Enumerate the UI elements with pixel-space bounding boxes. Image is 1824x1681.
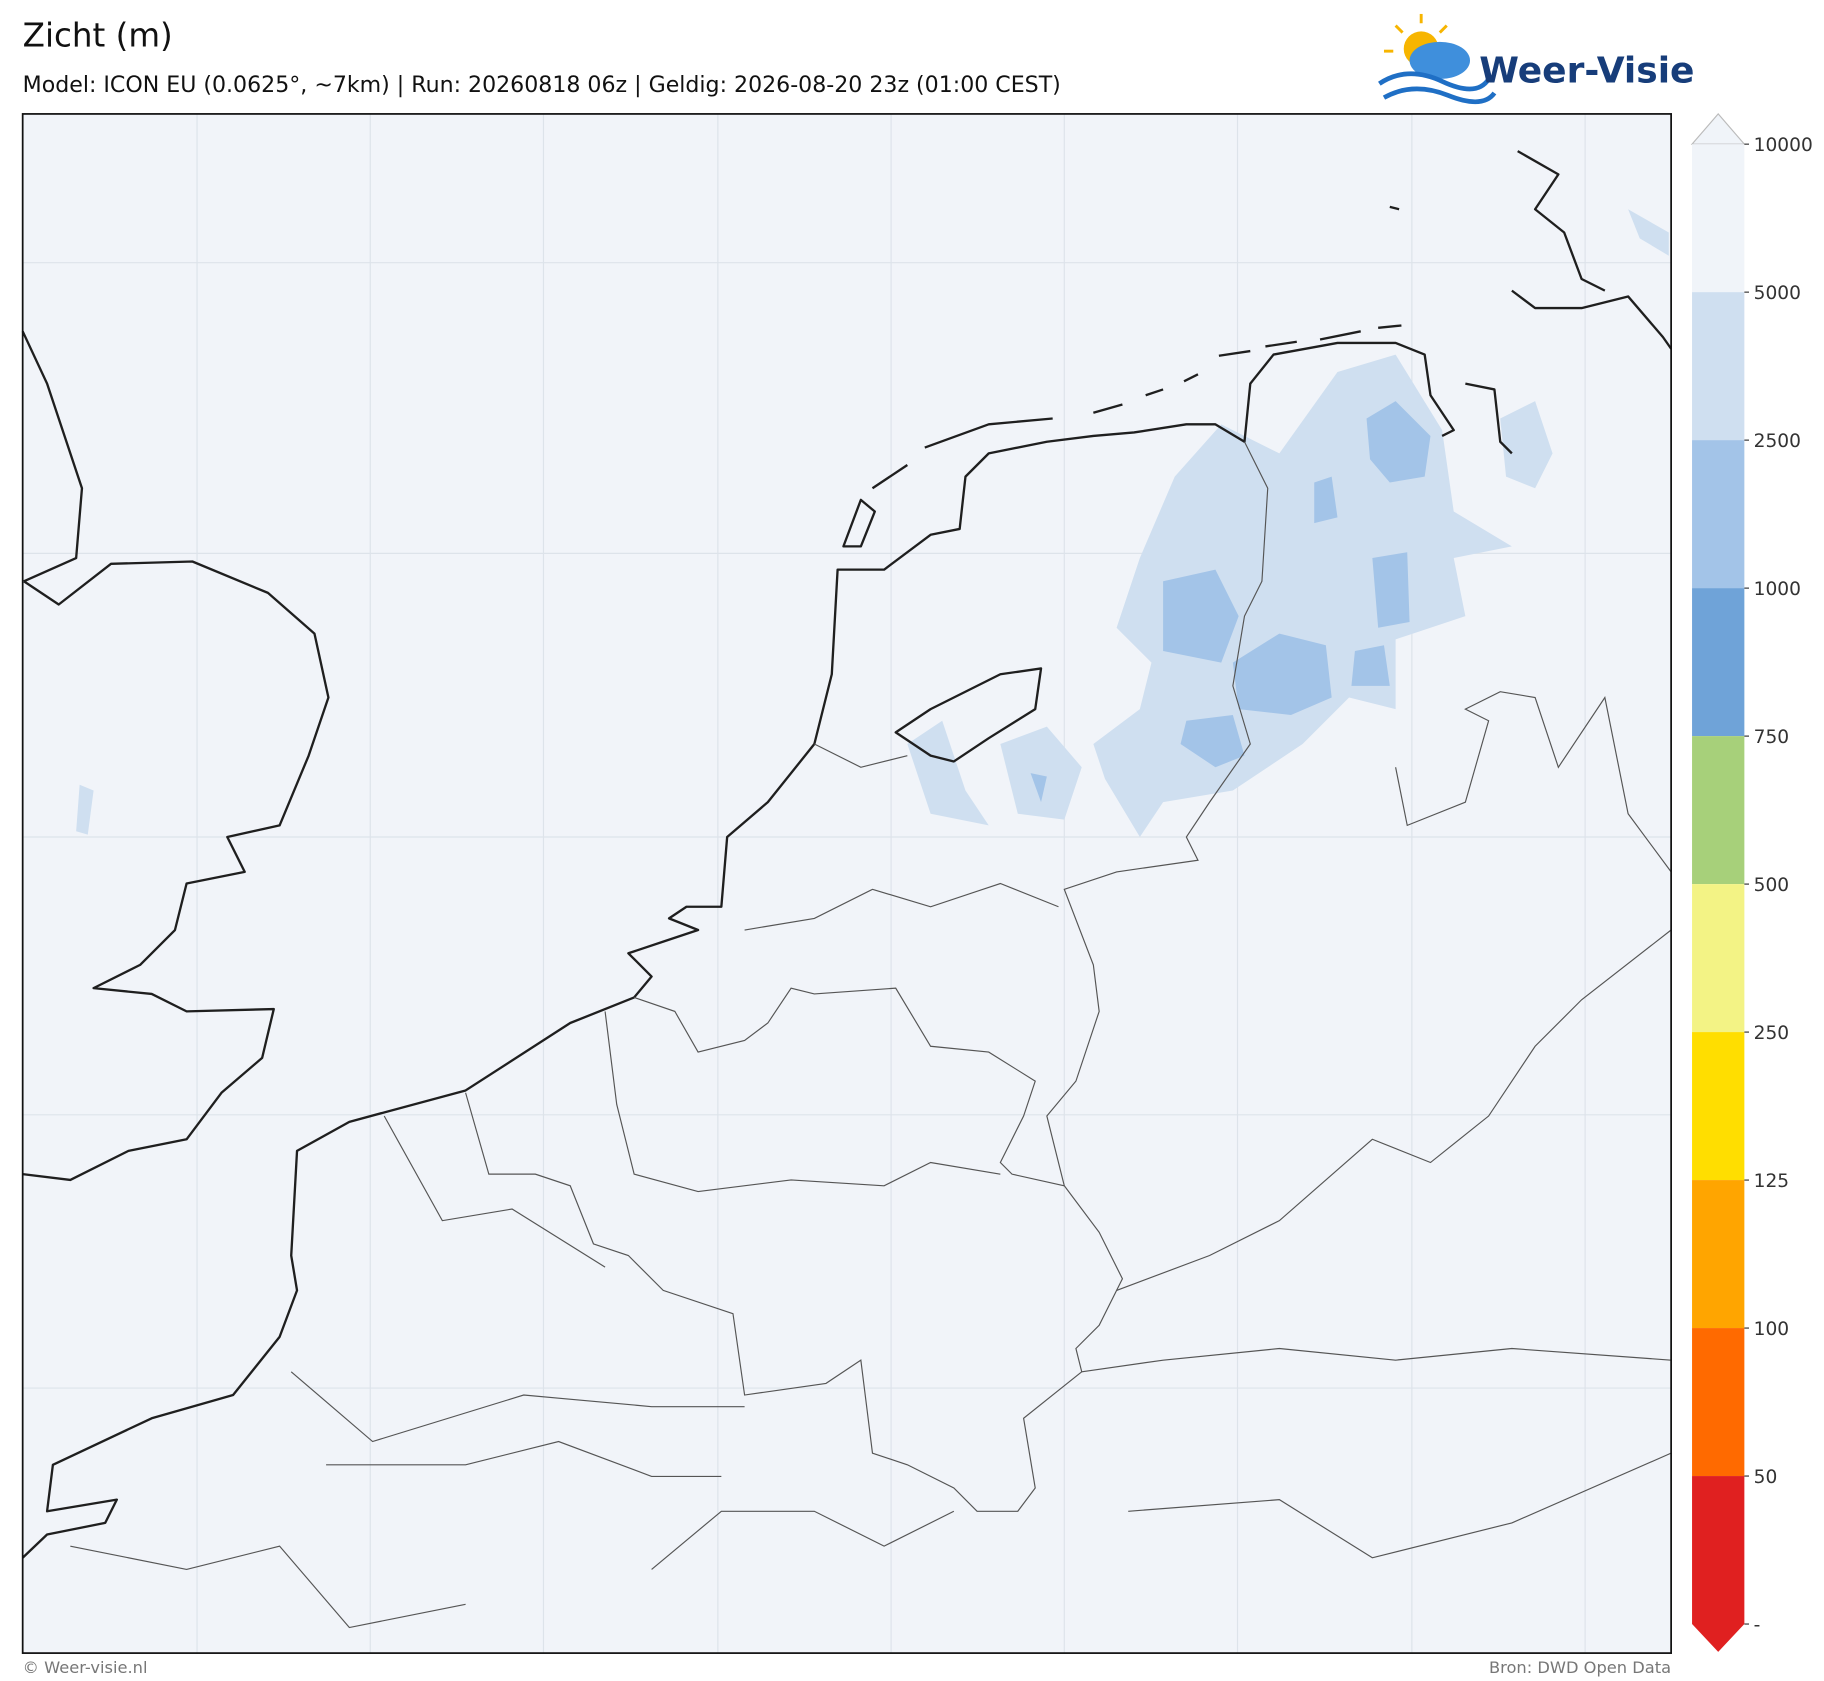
colorbar: 10000 5000 2500 1000 750 500 250 125 100 50 -	[1690, 113, 1813, 1652]
colorbar-bin	[1692, 1328, 1745, 1477]
colorbar-bin	[1692, 1476, 1745, 1625]
colorbar-tick-label: 750	[1754, 727, 1790, 748]
colorbar-bin	[1692, 884, 1745, 1033]
colorbar-top-arrow	[1690, 113, 1746, 145]
colorbar-bin	[1692, 292, 1745, 441]
colorbar-bin	[1692, 736, 1745, 885]
colorbar-tick-label: -	[1754, 1615, 1761, 1636]
colorbar-tick-label: 100	[1754, 1319, 1790, 1340]
footer-right: Bron: DWD Open Data	[1489, 1658, 1671, 1677]
colorbar-bin	[1692, 144, 1745, 293]
map	[21, 113, 1673, 1654]
colorbar-tick-label: 50	[1754, 1467, 1778, 1488]
subtitle: Model: ICON EU (0.0625°, ~7km) | Run: 20…	[23, 73, 1061, 98]
logo-text: Weer-Visie	[1479, 51, 1694, 92]
colorbar-bin	[1692, 1180, 1745, 1329]
visibility-field	[76, 209, 1669, 838]
colorbar-tick-label: 250	[1754, 1023, 1790, 1044]
colorbar-tick-label: 500	[1754, 875, 1790, 896]
colorbar-tick-label: 2500	[1754, 431, 1801, 452]
colorbar-bin	[1692, 588, 1745, 737]
colorbar-tick-label: 5000	[1754, 283, 1801, 304]
colorbar-tick-label: 10000	[1754, 135, 1813, 156]
colorbar-bin	[1692, 440, 1745, 589]
colorbar-bottom-arrow	[1692, 1624, 1745, 1652]
colorbar-tick-label: 125	[1754, 1171, 1790, 1192]
colorbar-tick-label: 1000	[1754, 579, 1801, 600]
title: Zicht (m)	[23, 17, 173, 55]
footer-left: © Weer-visie.nl	[23, 1658, 148, 1677]
logo: Weer-Visie	[1378, 13, 1694, 105]
colorbar-bin	[1692, 1032, 1745, 1181]
